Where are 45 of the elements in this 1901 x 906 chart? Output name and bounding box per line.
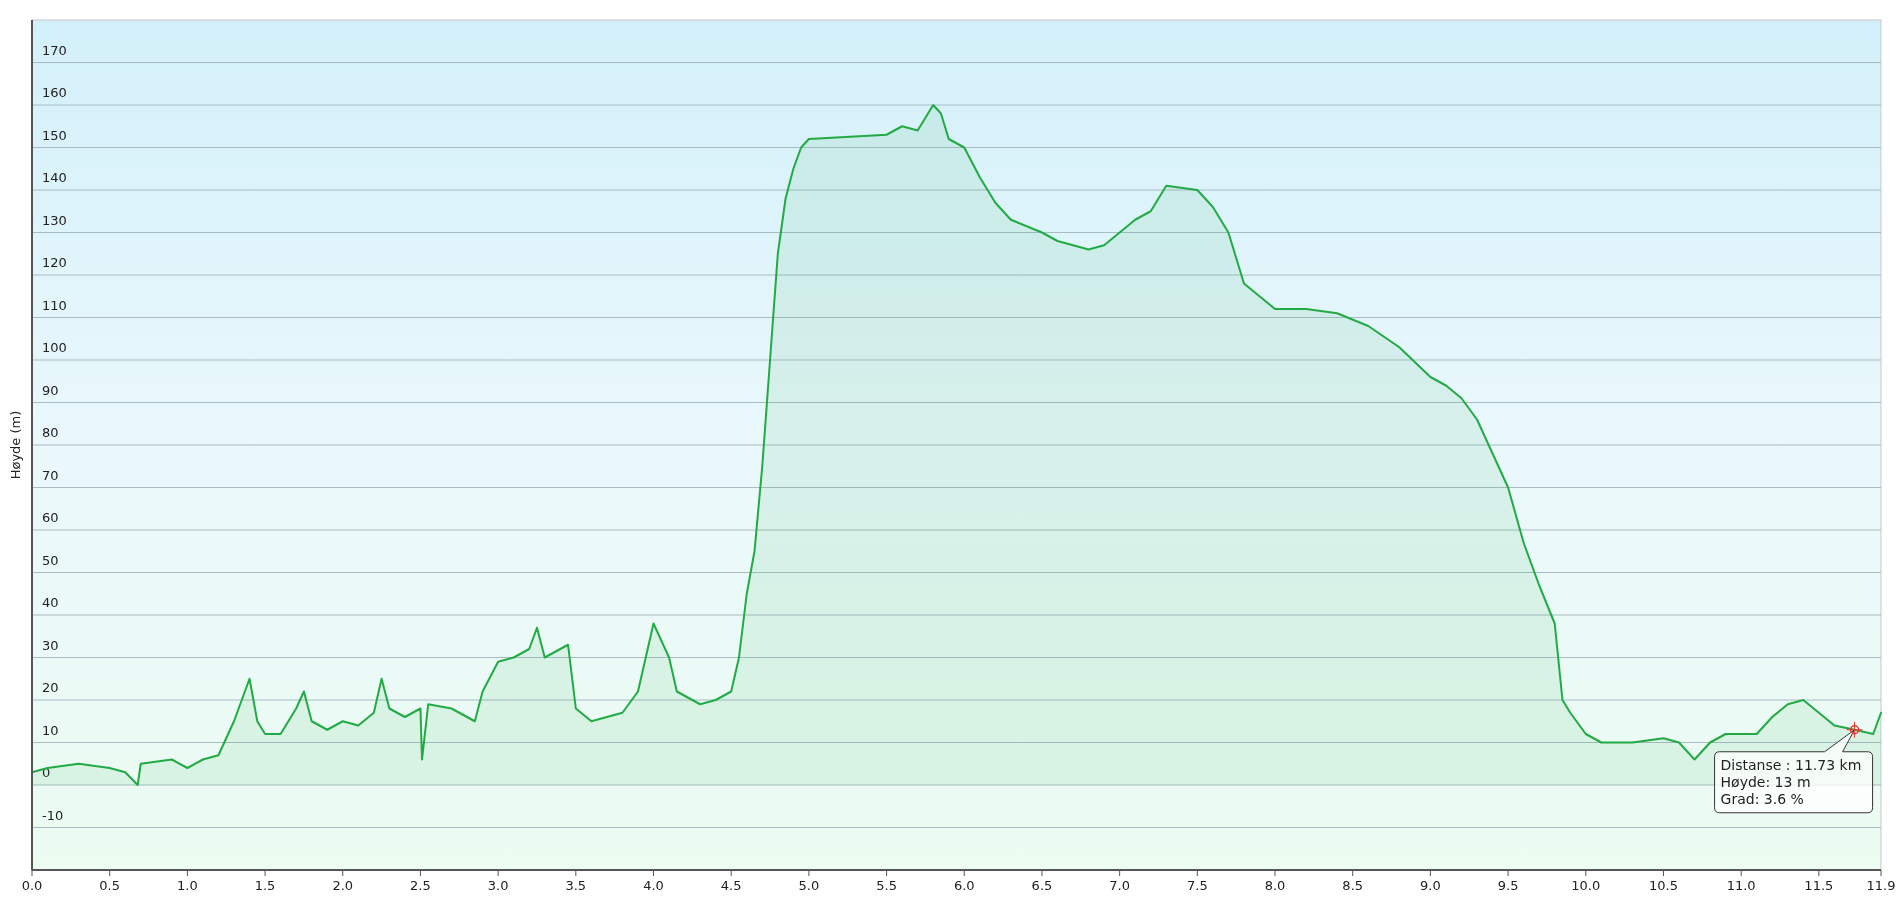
- y-tick-label: 20: [42, 680, 59, 695]
- y-tick-label: 110: [42, 297, 67, 313]
- y-tick-label: 140: [42, 170, 67, 185]
- x-tick-label: 4.5: [720, 878, 742, 893]
- x-tick-label: 0.5: [99, 878, 121, 893]
- x-tick-label: 9.5: [1497, 878, 1519, 893]
- x-tick-label: 5.0: [798, 878, 820, 893]
- y-tick-label: 160: [42, 85, 67, 100]
- x-tick-label: 7.5: [1186, 878, 1208, 893]
- x-tick-label: 7.0: [1109, 878, 1130, 893]
- y-axis-title: Høyde (m): [8, 410, 23, 480]
- x-tick-label: 9.0: [1420, 878, 1441, 893]
- y-tick-label: 170: [42, 42, 67, 58]
- x-tick-label: 8.0: [1264, 878, 1286, 893]
- y-tick-label: 90: [42, 382, 59, 398]
- x-tick-label: 11.0: [1726, 878, 1756, 893]
- y-tick-label: 60: [42, 510, 59, 525]
- x-tick-label: 3.5: [565, 878, 587, 893]
- annotation: Distanse : 11.73 km Høyde: 13 m Grad: 3.6 %: [1720, 756, 1862, 807]
- y-tick-label: 30: [42, 637, 59, 653]
- x-tick-label: 4.0: [643, 878, 664, 893]
- y-tick-label: 50: [42, 552, 59, 568]
- y-tick-label: 120: [42, 255, 67, 270]
- x-tick-label: 11.5: [1804, 878, 1834, 893]
- y-tick-label: 130: [42, 212, 67, 228]
- y-tick-label: 150: [42, 127, 67, 143]
- x-tick-label: 10.0: [1571, 878, 1601, 893]
- x-tick-label: 6.0: [953, 878, 975, 893]
- x-tick-label: 2.5: [410, 878, 431, 893]
- y-tick-label: 100: [42, 340, 67, 355]
- x-tick-label: 0.0: [21, 878, 43, 893]
- x-tick-label: 10.5: [1648, 878, 1678, 893]
- x-tick-label: 1.0: [177, 878, 198, 893]
- x-tick-label: 6.5: [1031, 878, 1053, 893]
- y-tick-label: 40: [42, 595, 59, 610]
- y-tick-label: 70: [42, 467, 59, 483]
- y-tick-label: 80: [42, 425, 59, 440]
- x-tick-label: 11.9: [1866, 878, 1896, 893]
- x-tick-label: 5.5: [876, 878, 897, 893]
- x-tick-label: 1.5: [254, 878, 276, 893]
- x-tick-label: 8.5: [1342, 878, 1364, 893]
- y-tick-label: 10: [42, 722, 59, 738]
- x-tick-label: 2.0: [332, 878, 354, 893]
- y-tick-label: -10: [42, 807, 64, 823]
- x-tick-label: 3.0: [487, 878, 509, 893]
